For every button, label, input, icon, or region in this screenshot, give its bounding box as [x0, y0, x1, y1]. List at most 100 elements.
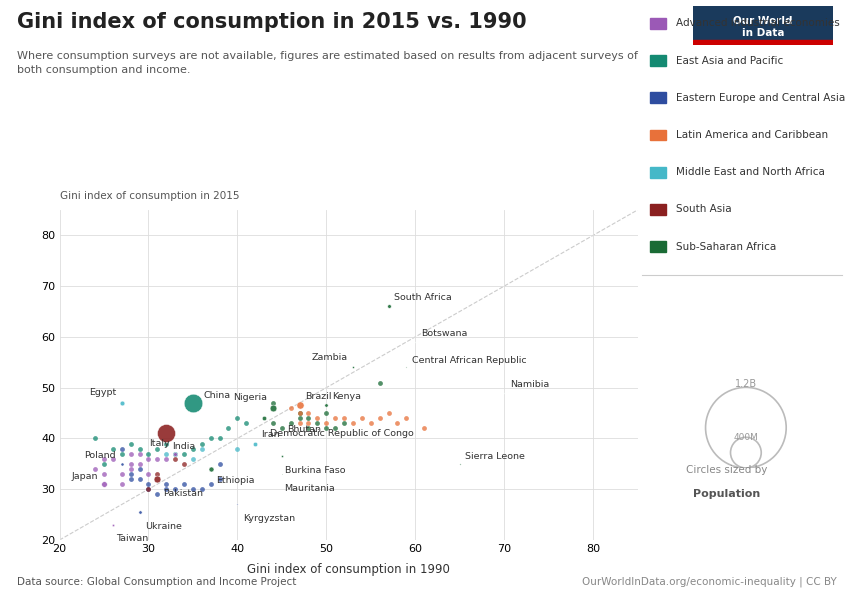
Point: [417, 424, 431, 433]
Point: [160, 479, 173, 489]
Point: [355, 413, 369, 423]
Point: [292, 408, 306, 418]
Text: Gini index of consumption in 2015 vs. 1990: Gini index of consumption in 2015 vs. 19…: [17, 12, 527, 32]
Text: Population: Population: [693, 489, 761, 499]
Text: Data source: Global Consumption and Income Project: Data source: Global Consumption and Inco…: [17, 577, 297, 587]
Text: East Asia and Pacific: East Asia and Pacific: [676, 56, 783, 65]
Point: [195, 444, 208, 454]
Point: [453, 459, 467, 469]
Text: Ethiopia: Ethiopia: [216, 476, 255, 485]
Point: [222, 424, 235, 433]
Point: [328, 424, 342, 433]
Point: [133, 507, 146, 517]
Point: [124, 469, 138, 479]
Point: [320, 408, 333, 418]
Point: [142, 484, 156, 494]
Point: [346, 362, 360, 372]
Point: [124, 474, 138, 484]
Point: [115, 459, 128, 469]
Point: [230, 500, 244, 509]
Point: [177, 449, 190, 458]
Point: [160, 449, 173, 458]
Point: [186, 484, 200, 494]
Point: [150, 444, 164, 454]
Point: [204, 434, 218, 443]
Text: South Africa: South Africa: [394, 293, 452, 302]
Text: Brazil: Brazil: [305, 392, 332, 401]
Point: [302, 418, 315, 428]
Text: China: China: [204, 391, 231, 400]
Text: Iran: Iran: [261, 430, 280, 439]
Point: [186, 398, 200, 408]
Point: [292, 401, 306, 410]
Point: [230, 444, 244, 454]
Point: [168, 449, 182, 458]
Point: [160, 428, 173, 438]
Point: [150, 490, 164, 499]
Text: Nigeria: Nigeria: [234, 394, 268, 403]
Text: Italy: Italy: [149, 439, 169, 448]
Point: [150, 454, 164, 464]
Point: [115, 444, 128, 454]
Point: [292, 418, 306, 428]
Point: [115, 479, 128, 489]
Point: [212, 474, 226, 484]
Point: [115, 398, 128, 408]
Point: [177, 459, 190, 469]
Text: Mauritania: Mauritania: [285, 484, 336, 493]
Point: [168, 449, 182, 458]
Point: [275, 451, 289, 461]
Point: [373, 413, 387, 423]
Point: [266, 398, 280, 408]
Point: [133, 459, 146, 469]
Point: [142, 454, 156, 464]
Point: [292, 413, 306, 423]
Text: Where consumption surveys are not available, figures are estimated based on resu: Where consumption surveys are not availa…: [17, 51, 638, 75]
Text: OurWorldInData.org/economic-inequality | CC BY: OurWorldInData.org/economic-inequality |…: [582, 576, 837, 587]
Text: Eastern Europe and Central Asia: Eastern Europe and Central Asia: [676, 93, 845, 103]
Point: [133, 449, 146, 458]
Point: [266, 403, 280, 413]
Text: Sierra Leone: Sierra Leone: [465, 452, 525, 461]
Point: [408, 337, 422, 347]
Point: [195, 439, 208, 448]
Text: Egypt: Egypt: [89, 388, 116, 397]
Point: [204, 479, 218, 489]
Point: [142, 469, 156, 479]
Point: [240, 418, 253, 428]
Point: [97, 469, 110, 479]
Text: Botswana: Botswana: [421, 329, 468, 338]
Text: Poland: Poland: [84, 451, 116, 460]
Point: [160, 484, 173, 494]
Point: [115, 449, 128, 458]
Text: Namibia: Namibia: [510, 380, 549, 389]
Point: [88, 464, 102, 474]
Point: [186, 454, 200, 464]
Point: [124, 449, 138, 458]
Point: [310, 418, 324, 428]
Text: Bhutan: Bhutan: [287, 425, 321, 434]
Point: [160, 439, 173, 448]
Point: [124, 439, 138, 448]
Point: [106, 444, 120, 454]
Point: [284, 403, 298, 413]
Point: [230, 413, 244, 423]
FancyBboxPatch shape: [693, 6, 833, 40]
Text: Pakistan: Pakistan: [163, 489, 203, 498]
Bar: [693, 40, 833, 45]
Point: [160, 454, 173, 464]
Point: [302, 408, 315, 418]
Point: [275, 469, 289, 479]
Point: [391, 418, 405, 428]
Point: [258, 413, 271, 423]
Point: [88, 434, 102, 443]
Point: [310, 413, 324, 423]
Point: [204, 464, 218, 474]
Point: [133, 474, 146, 484]
Point: [328, 413, 342, 423]
Text: Zambia: Zambia: [311, 353, 348, 362]
Point: [142, 479, 156, 489]
Point: [212, 434, 226, 443]
Point: [320, 424, 333, 433]
Text: Gini index of consumption in 2015: Gini index of consumption in 2015: [60, 191, 239, 201]
